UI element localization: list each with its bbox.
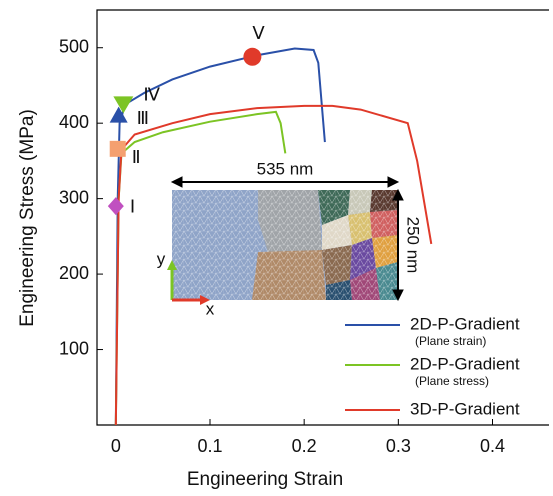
marker [109, 140, 126, 157]
series-line [114, 47, 326, 426]
arrow-head [170, 176, 183, 188]
legend-sublabel: (Plane strain) [415, 334, 486, 348]
arrow-head [387, 176, 400, 188]
y-tick-label: 100 [59, 338, 89, 358]
x-tick-label: 0.2 [292, 436, 317, 456]
inset-height-label: 250 nm [404, 217, 423, 274]
marker [113, 96, 134, 114]
arrow-head [167, 260, 177, 270]
inset-x-label: x [206, 299, 215, 318]
inset-width-label: 535 nm [257, 159, 314, 178]
x-tick-label: 0 [111, 436, 121, 456]
legend-sublabel: (Plane stress) [415, 374, 489, 388]
x-tick-label: 0.1 [197, 436, 222, 456]
x-tick-label: 0.4 [480, 436, 505, 456]
y-tick-label: 300 [59, 187, 89, 207]
marker-label: Ⅳ [143, 84, 160, 104]
arrow-head [392, 188, 404, 201]
legend-label: 2D-P-Gradient [410, 314, 520, 333]
inset-y-label: y [157, 249, 166, 268]
legend-label: 2D-P-Gradient [410, 354, 520, 373]
marker-label: Ⅲ [137, 108, 149, 128]
marker [109, 106, 128, 123]
legend-label: 3D-P-Gradient [410, 399, 520, 418]
y-tick-label: 400 [59, 112, 89, 132]
marker [107, 197, 124, 216]
arrow-head [392, 289, 404, 302]
x-tick-label: 0.3 [386, 436, 411, 456]
arrow-head [200, 295, 210, 305]
x-axis-title: Engineering Strain [187, 469, 343, 490]
y-tick-label: 500 [59, 36, 89, 56]
marker-label: Ⅴ [252, 23, 265, 43]
axes-frame [96, 9, 549, 426]
marker-label: Ⅱ [132, 147, 141, 167]
y-tick-label: 200 [59, 263, 89, 283]
inset-annotations [167, 176, 404, 305]
marker-label: Ⅰ [130, 196, 135, 216]
inset-mesh [172, 190, 398, 300]
y-axis-title: Engineering Stress (MPa) [17, 109, 38, 327]
marker [243, 47, 262, 66]
